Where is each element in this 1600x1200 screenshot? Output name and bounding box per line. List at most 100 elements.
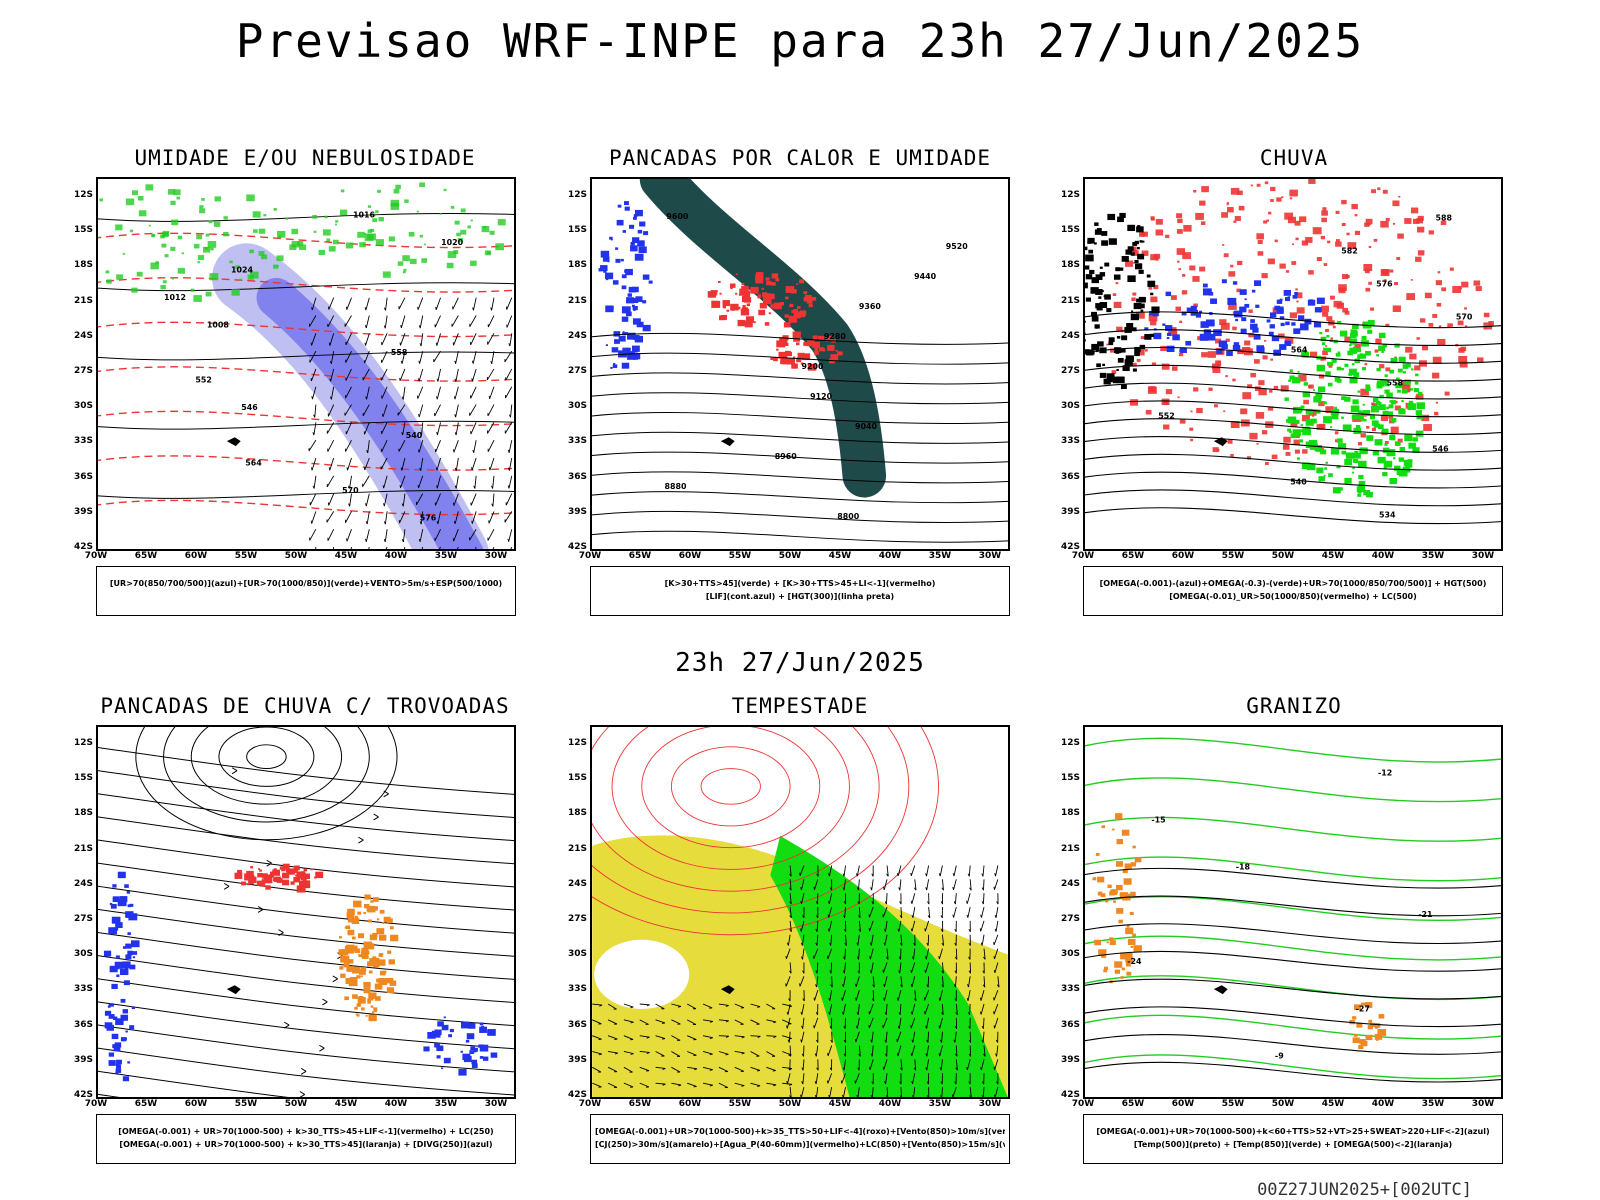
wind-vector <box>869 1059 874 1070</box>
omega-green <box>1318 476 1325 482</box>
omega-green <box>1382 472 1388 477</box>
legend-box: [OMEGA(-0.001)+UR>70(1000-500)+k>35_TTS>… <box>590 1114 1010 1164</box>
green-humidity <box>453 250 459 254</box>
rain-area-red <box>1483 312 1490 318</box>
instability-area-red <box>789 303 794 308</box>
height-contour <box>1085 507 1501 525</box>
lif-contour <box>614 339 620 344</box>
rain-area-red <box>1250 184 1253 187</box>
rain-area-red <box>1294 220 1301 226</box>
wind-vector <box>842 976 846 988</box>
wind-vector <box>980 1066 982 1071</box>
rain-area-red <box>1215 338 1222 344</box>
rain-area-red <box>1193 387 1199 392</box>
rain-area-red <box>1365 218 1373 225</box>
rain-area-red <box>1232 378 1236 382</box>
wind-vector <box>592 1035 602 1040</box>
wind-vector <box>456 546 459 549</box>
wind-vector <box>942 879 944 891</box>
rain-area-red <box>1274 239 1278 243</box>
y-tick-label: 30S <box>73 949 93 960</box>
y-tick-label: 27S <box>1060 366 1080 376</box>
lc-contour <box>1085 339 1086 342</box>
x-tick-label: 40W <box>1371 551 1395 561</box>
lake-shape <box>1213 437 1228 447</box>
rain-area-red <box>1265 461 1269 465</box>
lc-contour <box>1085 332 1086 335</box>
green-humidity <box>151 233 156 237</box>
wind-vector <box>718 1019 729 1022</box>
rain-area-red <box>1207 351 1216 358</box>
lc850-contour <box>592 727 939 936</box>
wind-vector <box>924 1003 930 1015</box>
instability-area-red <box>744 296 752 303</box>
green-humidity <box>367 205 372 208</box>
wind-vector <box>734 1019 744 1025</box>
rain-area-red <box>1338 284 1347 292</box>
rain-area-red <box>1397 438 1403 443</box>
wind-vector <box>718 1066 729 1072</box>
wind-vector <box>993 1003 999 1015</box>
thunder-area-orange <box>354 915 358 919</box>
wind-vector <box>418 325 421 329</box>
x-tick-label: 45W <box>828 1099 852 1109</box>
green-humidity <box>136 271 143 277</box>
lif-contour <box>638 246 647 254</box>
thunder-area-orange <box>341 958 345 961</box>
y-tick-label: 33S <box>567 984 587 995</box>
lc-contour <box>1125 355 1134 362</box>
rain-area-red <box>1212 363 1220 370</box>
omega-blue <box>1271 335 1280 342</box>
green-humidity <box>404 199 409 203</box>
lc-contour <box>1102 363 1106 367</box>
wind-vector <box>857 1067 860 1071</box>
wind-vector <box>741 1036 745 1039</box>
wind-vector <box>787 1073 791 1084</box>
contour-label: 9200 <box>802 362 825 371</box>
wind-vector <box>994 873 996 877</box>
omega-blue <box>1293 328 1301 334</box>
omega-blue <box>1250 319 1255 323</box>
rain-area-red <box>1473 280 1481 286</box>
divergence-blue <box>479 1026 488 1033</box>
contour-label: 570 <box>1456 312 1473 321</box>
instability-area-red <box>719 315 726 321</box>
wind-vector <box>508 475 513 489</box>
wind-vector <box>400 315 406 329</box>
rain-area-red <box>1475 286 1482 291</box>
divergence-blue <box>471 1059 478 1065</box>
wind-vector <box>842 1011 844 1015</box>
omega-green <box>1391 437 1395 441</box>
omega-blue <box>1241 317 1247 322</box>
wind-vector <box>362 368 370 381</box>
wind-vector <box>789 1083 793 1086</box>
omega-green <box>1390 400 1397 405</box>
wind-vector <box>671 1019 681 1025</box>
rain-area-red <box>1435 401 1439 404</box>
green-humidity <box>340 189 345 193</box>
thunder-area-orange <box>357 933 365 939</box>
omega-blue <box>1297 315 1305 321</box>
wind-vector <box>709 1069 713 1071</box>
rain-area-red <box>1382 189 1388 194</box>
omega-green <box>1345 452 1354 459</box>
instability-area-red <box>765 277 770 281</box>
divergence-blue <box>120 998 126 1003</box>
rain-area-red <box>1140 336 1145 340</box>
wind-vector <box>844 948 846 960</box>
instability-area-red <box>830 354 839 361</box>
wind-vector <box>816 976 819 988</box>
omega-blue <box>1205 319 1215 327</box>
lif-contour <box>600 265 608 272</box>
rain-area-red <box>1327 240 1331 244</box>
wind-vector <box>328 297 335 310</box>
wind-vector <box>966 1066 968 1071</box>
rain-area-red <box>1263 220 1268 224</box>
temp850-contour <box>1085 935 1501 961</box>
y-tick-label: 27S <box>567 366 587 376</box>
omega-green <box>1323 347 1327 351</box>
wind-vector <box>941 887 944 891</box>
instability-area-red <box>803 297 809 302</box>
x-tick-label: 35W <box>1421 551 1445 561</box>
wind-vector <box>418 368 424 382</box>
